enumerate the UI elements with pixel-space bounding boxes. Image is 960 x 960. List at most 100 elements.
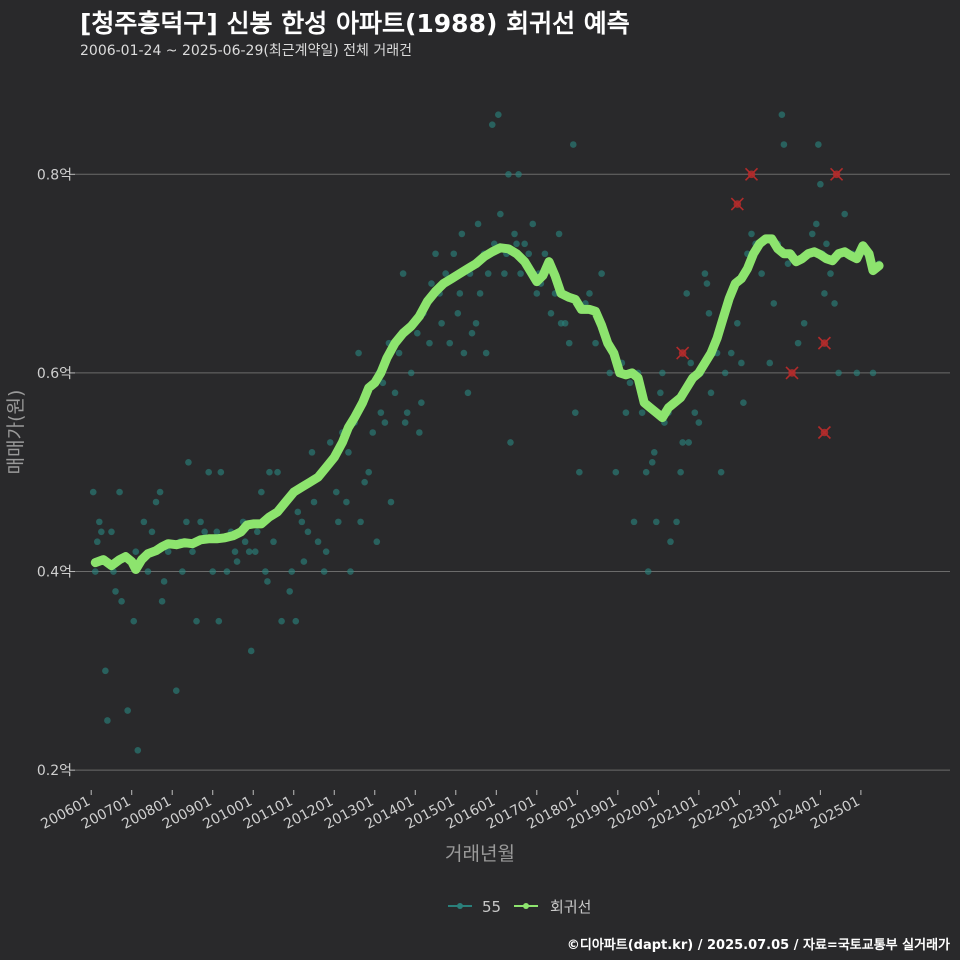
- data-point: [292, 617, 300, 625]
- data-point: [158, 598, 166, 605]
- data-point: [823, 240, 830, 248]
- data-point: [821, 290, 828, 297]
- data-point: [160, 578, 168, 585]
- data-point: [164, 548, 172, 555]
- data-point: [758, 270, 765, 277]
- data-point: [266, 468, 273, 476]
- data-point: [96, 518, 103, 526]
- data-point: [332, 488, 340, 496]
- data-point: [598, 270, 605, 277]
- outlier-cross: [744, 167, 759, 181]
- data-point: [379, 379, 387, 387]
- outlier-markers: [676, 167, 844, 440]
- y-tick-label: 0.4억: [37, 565, 72, 581]
- data-point: [399, 270, 407, 277]
- data-point: [247, 647, 255, 655]
- data-point: [474, 220, 482, 228]
- y-gridlines: [75, 173, 950, 771]
- data-point: [869, 369, 877, 377]
- y-tick-label: 0.6억: [37, 366, 72, 382]
- data-point: [495, 111, 502, 119]
- data-point: [707, 389, 715, 397]
- data-point: [130, 617, 138, 625]
- data-point: [727, 349, 735, 357]
- data-point: [653, 518, 660, 526]
- data-point: [657, 389, 664, 397]
- data-point: [426, 339, 433, 347]
- data-point: [233, 558, 241, 565]
- data-point: [322, 548, 330, 555]
- data-point: [134, 746, 142, 754]
- data-point: [183, 518, 190, 526]
- data-point: [223, 568, 231, 575]
- data-point: [144, 568, 152, 575]
- data-point: [513, 240, 520, 248]
- data-point: [703, 280, 711, 287]
- data-point: [124, 707, 131, 714]
- data-point: [685, 439, 693, 446]
- data-point: [116, 488, 123, 496]
- chart-title: [청주흥덕구] 신봉 한성 아파트(1988) 회귀선 예측: [80, 9, 630, 38]
- data-point: [815, 141, 822, 148]
- data-point: [565, 339, 573, 347]
- data-point: [677, 468, 684, 476]
- data-point: [529, 220, 537, 228]
- data-point: [215, 617, 223, 625]
- data-point: [172, 687, 180, 694]
- legend-points-swatch: [457, 903, 463, 909]
- data-point: [197, 518, 204, 526]
- data-point: [361, 478, 368, 486]
- outlier-cross: [817, 425, 831, 440]
- data-point: [456, 290, 464, 297]
- data-point: [209, 568, 217, 575]
- data-point: [612, 468, 620, 476]
- data-point: [308, 449, 316, 456]
- data-point: [245, 548, 253, 555]
- legend-label-points: 55: [482, 898, 501, 916]
- data-point: [201, 528, 208, 536]
- data-point: [800, 319, 808, 327]
- data-point: [432, 250, 439, 258]
- scatter-points: [89, 111, 883, 754]
- data-point: [189, 548, 196, 555]
- data-point: [770, 300, 778, 307]
- data-point: [642, 468, 650, 476]
- data-point: [464, 389, 472, 397]
- data-point: [521, 240, 528, 248]
- data-point: [476, 290, 484, 297]
- data-point: [213, 528, 221, 536]
- outlier-cross: [676, 346, 690, 360]
- legend: 55 회귀선: [448, 898, 591, 916]
- data-point: [253, 528, 261, 536]
- data-point: [571, 409, 579, 416]
- data-point: [721, 369, 729, 377]
- data-point: [717, 468, 725, 476]
- data-point: [683, 290, 690, 297]
- data-point: [488, 121, 496, 128]
- data-point: [262, 568, 269, 575]
- data-point: [835, 369, 842, 377]
- data-point: [217, 468, 225, 476]
- data-point: [357, 518, 364, 526]
- data-point: [482, 349, 490, 357]
- chart-subtitle: 2006-01-24 ~ 2025-06-29(최근계약일) 전체 거래건: [80, 43, 412, 59]
- data-point: [454, 310, 462, 317]
- data-point: [650, 449, 658, 456]
- legend-label-line: 회귀선: [550, 898, 591, 916]
- data-point: [140, 518, 148, 526]
- data-point: [626, 379, 634, 387]
- data-point: [300, 558, 308, 565]
- data-point: [738, 359, 745, 367]
- regression-line-group: [90, 234, 884, 574]
- data-point: [278, 617, 285, 625]
- data-point: [659, 369, 666, 377]
- data-point: [414, 329, 421, 337]
- data-point: [294, 508, 302, 516]
- data-point: [442, 270, 449, 277]
- outlier-cross: [817, 336, 831, 350]
- data-point: [817, 180, 824, 188]
- data-point: [827, 270, 834, 277]
- data-point: [497, 210, 504, 218]
- data-point: [416, 429, 423, 436]
- data-point: [274, 468, 281, 476]
